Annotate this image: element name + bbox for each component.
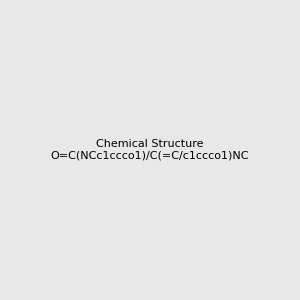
Text: Chemical Structure
O=C(NCc1ccco1)/C(=C/c1ccco1)NC: Chemical Structure O=C(NCc1ccco1)/C(=C/c… (51, 139, 249, 161)
